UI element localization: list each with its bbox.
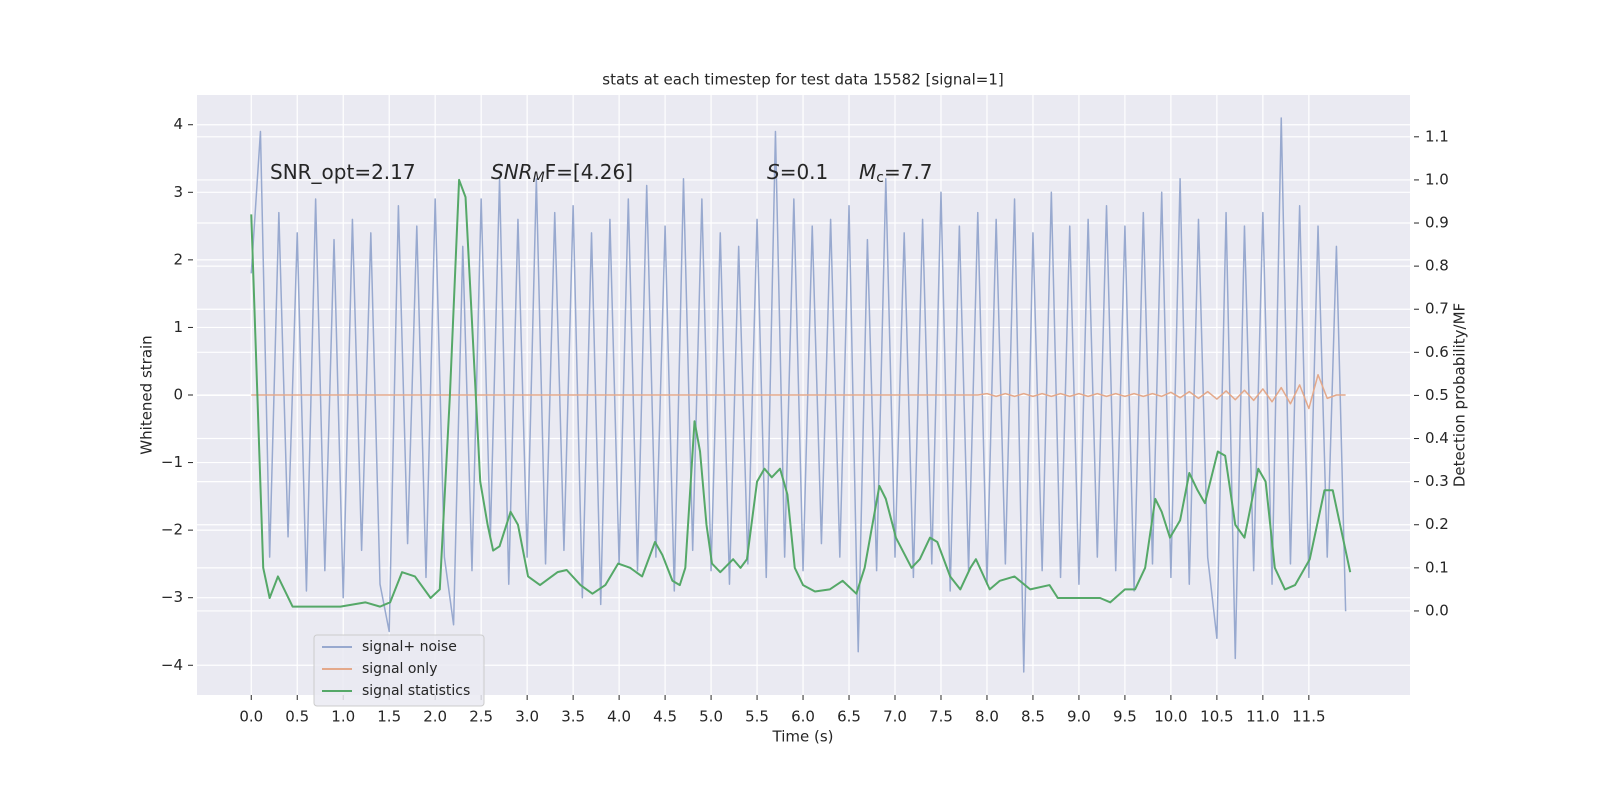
annotation-part: SNR_opt=2.17	[270, 160, 416, 184]
legend-label: signal statistics	[362, 683, 470, 699]
x-tick-label: 8.0	[975, 708, 999, 726]
y2-tick-label: 0.1	[1425, 558, 1449, 576]
x-tick-label: 5.0	[699, 708, 723, 726]
x-tick-label: 4.5	[653, 708, 677, 726]
x-tick-label: 9.0	[1067, 708, 1091, 726]
annotation-part: =0.1	[780, 160, 829, 184]
y2-tick-label: 0.4	[1425, 429, 1449, 447]
x-tick-label: 2.0	[423, 708, 447, 726]
annotation-part: =7.7	[884, 160, 933, 184]
annotation-part: SNR	[491, 160, 533, 184]
legend-label: signal only	[362, 661, 437, 677]
x-tick-label: 7.0	[883, 708, 907, 726]
annotation: S=0.1	[767, 160, 828, 184]
annotation-part: M	[533, 170, 545, 186]
x-tick-label: 3.0	[515, 708, 539, 726]
x-tick-label: 10.0	[1154, 708, 1187, 726]
annotation-part: M	[859, 160, 876, 184]
y-tick-label: −3	[161, 588, 183, 606]
y-axis-label: Whitened strain	[138, 335, 156, 454]
series-line	[250, 178, 1352, 608]
annotation-part: S	[767, 160, 780, 184]
annotation: SNR_opt=2.17	[270, 160, 416, 184]
annotation-part: c	[876, 170, 884, 186]
y-tick-label: 1	[173, 318, 183, 336]
y-tick-label: 4	[173, 115, 183, 133]
marks	[250, 117, 1352, 673]
y2-tick-label: 0.5	[1425, 386, 1449, 404]
legend-box	[313, 634, 485, 707]
y2-tick-label: 0.0	[1425, 601, 1449, 619]
x-tick-label: 11.5	[1292, 708, 1325, 726]
y2-tick-label: 0.9	[1425, 214, 1449, 232]
y-tick-label: −4	[161, 656, 183, 674]
y2-tick-label: 0.3	[1425, 472, 1449, 490]
x-tick-label: 10.5	[1200, 708, 1233, 726]
x-tick-label: 0.0	[239, 708, 263, 726]
x-tick-label: 7.5	[929, 708, 953, 726]
annotation-part: F=[4.26]	[545, 160, 633, 184]
x-tick-label: 11.0	[1246, 708, 1279, 726]
y-tick-label: 2	[173, 250, 183, 268]
legend: signal+ noise signal only signal statistic…	[313, 634, 485, 707]
y2-tick-label: 1.1	[1425, 127, 1449, 145]
x-tick-label: 2.5	[469, 708, 493, 726]
x-axis-label: Time (s)	[772, 728, 834, 746]
y-tick-label: −2	[161, 521, 183, 539]
series-line	[250, 117, 1347, 673]
x-tick-label: 5.5	[745, 708, 769, 726]
y-tick-label: 3	[173, 183, 183, 201]
y2-tick-label: 0.7	[1425, 300, 1449, 318]
series-line	[251, 373, 1346, 410]
x-tick-label: 0.5	[285, 708, 309, 726]
legend-label: signal+ noise	[362, 639, 457, 655]
x-tick-label: 9.5	[1113, 708, 1137, 726]
x-tick-label: 3.5	[561, 708, 585, 726]
y2-tick-label: 0.6	[1425, 343, 1449, 361]
y2-tick-label: 0.2	[1425, 515, 1449, 533]
annotation: SNRMF=[4.26]	[491, 160, 633, 187]
x-tick-label: 1.0	[331, 708, 355, 726]
axes: 0.0 0.5 1.0 1.5 2.0 2.5 3.0 3.5 4.0 4.5 5.0 5.5 6.0 6…	[161, 115, 1449, 725]
chart-title: stats at each timestep for test data 155…	[602, 71, 1003, 89]
x-tick-label: 1.5	[377, 708, 401, 726]
y2-tick-label: 1.0	[1425, 170, 1449, 188]
x-tick-label: 8.5	[1021, 708, 1045, 726]
x-tick-label: 4.0	[607, 708, 631, 726]
y2-tick-label: 0.8	[1425, 257, 1449, 275]
y-tick-label: −1	[161, 453, 183, 471]
annotation: Mc=7.7	[859, 160, 933, 187]
x-tick-label: 6.5	[837, 708, 861, 726]
y2-axis-label: Detection probability/MF	[1451, 303, 1469, 487]
x-tick-label: 6.0	[791, 708, 815, 726]
y-tick-label: 0	[173, 386, 183, 404]
